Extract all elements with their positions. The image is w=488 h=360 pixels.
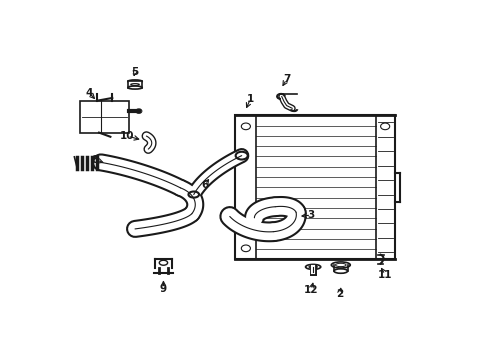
Ellipse shape xyxy=(331,262,349,268)
Text: 1: 1 xyxy=(246,94,254,104)
Text: 2: 2 xyxy=(335,289,343,299)
Text: 8: 8 xyxy=(91,155,99,165)
Text: 9: 9 xyxy=(160,284,167,293)
Bar xyxy=(80,101,129,132)
Text: 6: 6 xyxy=(201,180,208,190)
Text: 5: 5 xyxy=(131,67,139,77)
Text: 3: 3 xyxy=(307,210,314,220)
Bar xyxy=(235,115,394,260)
Ellipse shape xyxy=(127,80,142,83)
Ellipse shape xyxy=(127,86,142,89)
Bar xyxy=(127,81,142,87)
Ellipse shape xyxy=(333,269,347,273)
Text: 4: 4 xyxy=(86,88,93,98)
Text: 7: 7 xyxy=(283,74,290,84)
Bar xyxy=(235,115,256,260)
Text: 10: 10 xyxy=(120,131,134,141)
Bar xyxy=(375,115,394,260)
Text: 11: 11 xyxy=(377,270,391,280)
Text: 12: 12 xyxy=(304,285,318,295)
Ellipse shape xyxy=(305,264,320,269)
